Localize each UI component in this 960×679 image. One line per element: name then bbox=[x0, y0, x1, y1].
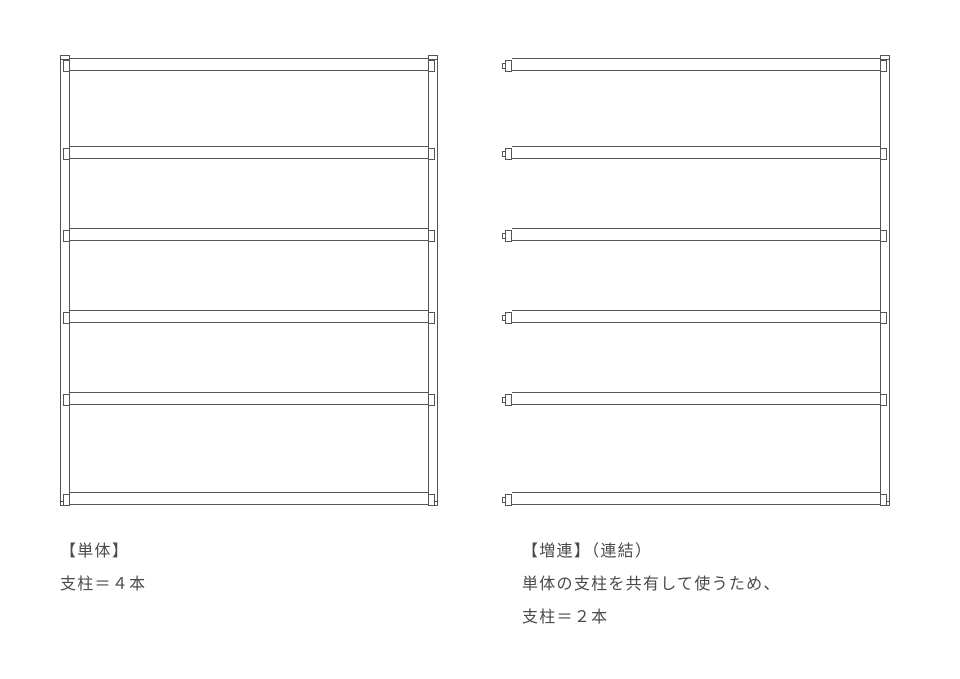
shelf bbox=[70, 58, 428, 71]
shelf bbox=[512, 58, 880, 71]
caption-a-line: 支柱＝４本 bbox=[60, 571, 146, 598]
bracket-right bbox=[428, 312, 435, 324]
bracket-right bbox=[880, 312, 887, 324]
shelf bbox=[70, 146, 428, 159]
bracket-left bbox=[63, 312, 70, 324]
bracket-right bbox=[880, 494, 887, 506]
pillar-right bbox=[880, 58, 890, 503]
caption-b-line: 【増連】（連結） bbox=[522, 538, 781, 565]
shelf bbox=[512, 146, 880, 159]
bracket-right bbox=[428, 148, 435, 160]
bracket-right bbox=[880, 60, 887, 72]
rack-extension bbox=[512, 58, 890, 503]
diagram-stage: 【単体】支柱＝４本 【増連】（連結） 単体の支柱を共有して使うため、支柱＝２本 bbox=[0, 0, 960, 679]
caption-a: 【単体】支柱＝４本 bbox=[60, 538, 146, 604]
caption-a-line: 【単体】 bbox=[60, 538, 146, 565]
shelf bbox=[512, 310, 880, 323]
bracket-right bbox=[880, 148, 887, 160]
bracket-right bbox=[428, 230, 435, 242]
pillar-left bbox=[60, 58, 70, 503]
bracket-left bbox=[505, 312, 512, 324]
bracket-left bbox=[505, 394, 512, 406]
shelf bbox=[70, 310, 428, 323]
shelf bbox=[70, 228, 428, 241]
bracket-left bbox=[63, 60, 70, 72]
bracket-left bbox=[63, 230, 70, 242]
bracket-left bbox=[505, 60, 512, 72]
bracket-right bbox=[880, 230, 887, 242]
shelf bbox=[70, 392, 428, 405]
pillar-right bbox=[428, 58, 438, 503]
shelf bbox=[70, 492, 428, 505]
bracket-right bbox=[428, 494, 435, 506]
bracket-right bbox=[880, 394, 887, 406]
shelf bbox=[512, 392, 880, 405]
caption-b-line: 支柱＝２本 bbox=[522, 604, 781, 631]
bracket-left bbox=[505, 148, 512, 160]
caption-b: 【増連】（連結） 単体の支柱を共有して使うため、支柱＝２本 bbox=[522, 538, 781, 638]
bracket-left bbox=[63, 494, 70, 506]
bracket-left bbox=[505, 230, 512, 242]
bracket-left bbox=[63, 394, 70, 406]
shelf bbox=[512, 492, 880, 505]
shelf bbox=[512, 228, 880, 241]
bracket-left bbox=[63, 148, 70, 160]
caption-b-line: 単体の支柱を共有して使うため、 bbox=[522, 571, 781, 598]
bracket-right bbox=[428, 394, 435, 406]
bracket-left bbox=[505, 494, 512, 506]
rack-standalone bbox=[60, 58, 438, 503]
bracket-right bbox=[428, 60, 435, 72]
